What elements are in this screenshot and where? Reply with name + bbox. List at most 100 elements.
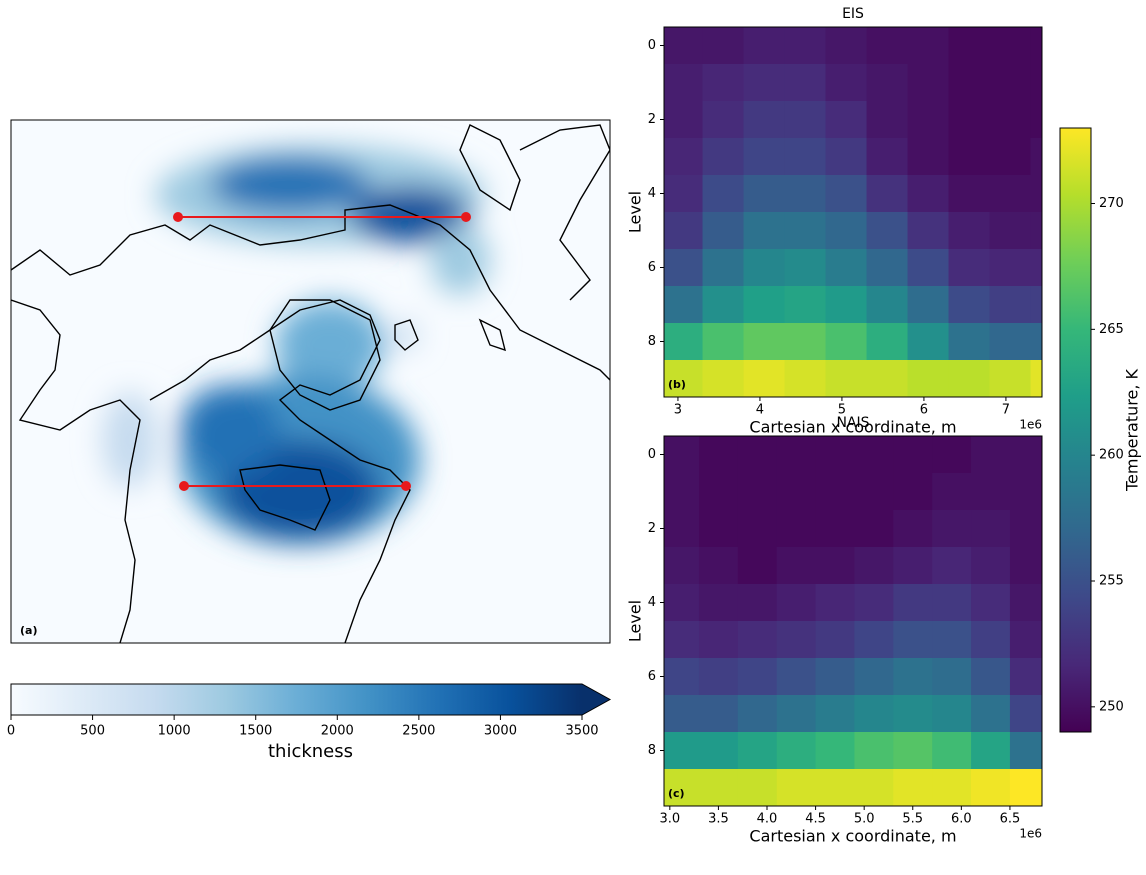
heatmap-cell bbox=[776, 436, 817, 474]
heatmap-cell bbox=[737, 436, 778, 474]
heatmap-cell bbox=[1030, 286, 1042, 324]
profile-lines bbox=[173, 212, 471, 491]
heatmap-cell bbox=[971, 658, 1011, 696]
colorbar-tick-label: 270 bbox=[1099, 196, 1124, 211]
heatmap-cell bbox=[989, 64, 1032, 102]
heatmap-cell bbox=[893, 436, 933, 474]
heatmap-cell bbox=[737, 658, 778, 696]
heatmap-cell bbox=[1030, 101, 1042, 139]
heatmap-cell bbox=[743, 249, 786, 287]
x-tick-label: 6 bbox=[920, 403, 928, 418]
heatmap-cell bbox=[698, 732, 739, 770]
heatmap-cell bbox=[1030, 212, 1042, 250]
colorbar-label: Temperature, K bbox=[1123, 368, 1142, 492]
heatmap-cell bbox=[743, 323, 786, 361]
heatmap-cell bbox=[776, 510, 817, 548]
heatmap-cell bbox=[664, 27, 704, 65]
heatmap-cell bbox=[866, 101, 909, 139]
heatmap-cell bbox=[948, 212, 991, 250]
heatmap-cell bbox=[825, 360, 868, 397]
heatmap-cell bbox=[784, 323, 827, 361]
heatmap-cell bbox=[664, 769, 700, 806]
axes-frame bbox=[663, 26, 1043, 398]
heatmap-cell bbox=[815, 658, 855, 696]
heatmap-cell bbox=[737, 584, 778, 622]
heatmap-cell bbox=[854, 584, 894, 622]
heatmap-cell bbox=[1009, 584, 1042, 622]
heatmap-cell bbox=[743, 286, 786, 324]
heatmap-cell bbox=[854, 769, 894, 806]
heatmap-cells bbox=[664, 27, 1042, 397]
x-tick-label: 7 bbox=[1002, 403, 1010, 418]
heatmap-cell bbox=[784, 175, 827, 213]
heatmap-cell bbox=[893, 658, 933, 696]
y-tick-label: 4 bbox=[648, 186, 656, 201]
colorbar-tick-label: 500 bbox=[80, 724, 105, 739]
heatmap-cell bbox=[932, 658, 972, 696]
heatmap-cell bbox=[932, 695, 972, 733]
heatmap-cell bbox=[664, 584, 700, 622]
heatmap-cell bbox=[784, 249, 827, 287]
y-tick-label: 2 bbox=[648, 112, 656, 127]
heatmap-cell bbox=[854, 510, 894, 548]
heatmap-cell bbox=[1030, 27, 1042, 65]
heatmap-cell bbox=[1030, 64, 1042, 102]
heatmap-cell bbox=[893, 621, 933, 659]
heatmap-cell bbox=[971, 732, 1011, 770]
colorbar-tick-label: 2500 bbox=[402, 724, 435, 739]
heatmap-cell bbox=[743, 27, 786, 65]
x-offset-label: 1e6 bbox=[1019, 827, 1042, 841]
heatmap-cell bbox=[989, 138, 1032, 176]
x-tick-label: 5.5 bbox=[902, 812, 923, 827]
heatmap-cell bbox=[698, 695, 739, 733]
panel-label: (a) bbox=[20, 624, 37, 637]
colorbar-extension bbox=[582, 684, 610, 715]
heatmap-cell bbox=[971, 547, 1011, 585]
map-panel: (a) bbox=[10, 119, 611, 644]
heatmap-cell bbox=[932, 732, 972, 770]
heatmap-cell bbox=[907, 175, 950, 213]
heatmap-cell bbox=[743, 64, 786, 102]
heatmap-cell bbox=[907, 27, 950, 65]
heatmap-cell bbox=[784, 360, 827, 397]
heatmap-cell bbox=[1009, 510, 1042, 548]
heatmap-cell bbox=[971, 473, 1011, 511]
heatmap-cell bbox=[971, 769, 1011, 806]
heatmap-cell bbox=[743, 212, 786, 250]
heatmap-cell bbox=[971, 695, 1011, 733]
heatmap-cell bbox=[893, 510, 933, 548]
heatmap-cell bbox=[698, 510, 739, 548]
heatmap-cell bbox=[698, 547, 739, 585]
heatmap-cell bbox=[825, 212, 868, 250]
heatmap-cell bbox=[776, 473, 817, 511]
heatmap-cell bbox=[907, 101, 950, 139]
heatmap-cell bbox=[825, 249, 868, 287]
heatmap-cell bbox=[664, 101, 704, 139]
colorbar-tick-label: 1000 bbox=[158, 724, 191, 739]
heatmap-cell bbox=[664, 212, 704, 250]
colorbar-tick-label: 260 bbox=[1099, 448, 1124, 463]
heatmap-cell bbox=[1030, 175, 1042, 213]
heatmap-cell bbox=[825, 101, 868, 139]
heatmap-cell bbox=[989, 249, 1032, 287]
heatmap-cell bbox=[854, 473, 894, 511]
heatmap-cell bbox=[825, 138, 868, 176]
colorbar-tick-label: 265 bbox=[1099, 322, 1124, 337]
y-tick-label: 8 bbox=[648, 334, 656, 349]
heatmap-cell bbox=[866, 212, 909, 250]
heatmap-cell bbox=[854, 658, 894, 696]
heatmap-cell bbox=[1009, 769, 1042, 806]
heatmap-cell bbox=[907, 323, 950, 361]
heatmap-cell bbox=[893, 584, 933, 622]
heatmap-cell bbox=[784, 286, 827, 324]
heatmap-cell bbox=[737, 510, 778, 548]
heatmap-cell bbox=[825, 27, 868, 65]
heatmap-cell bbox=[743, 101, 786, 139]
heatmap-cell bbox=[1009, 732, 1042, 770]
heatmap-cell bbox=[815, 769, 855, 806]
x-tick-label: 3.5 bbox=[708, 812, 729, 827]
x-tick-label: 5.0 bbox=[854, 812, 875, 827]
colorbar-tick-label: 255 bbox=[1099, 574, 1124, 589]
x-tick-label: 4.0 bbox=[757, 812, 778, 827]
heatmap-cell bbox=[664, 436, 700, 474]
